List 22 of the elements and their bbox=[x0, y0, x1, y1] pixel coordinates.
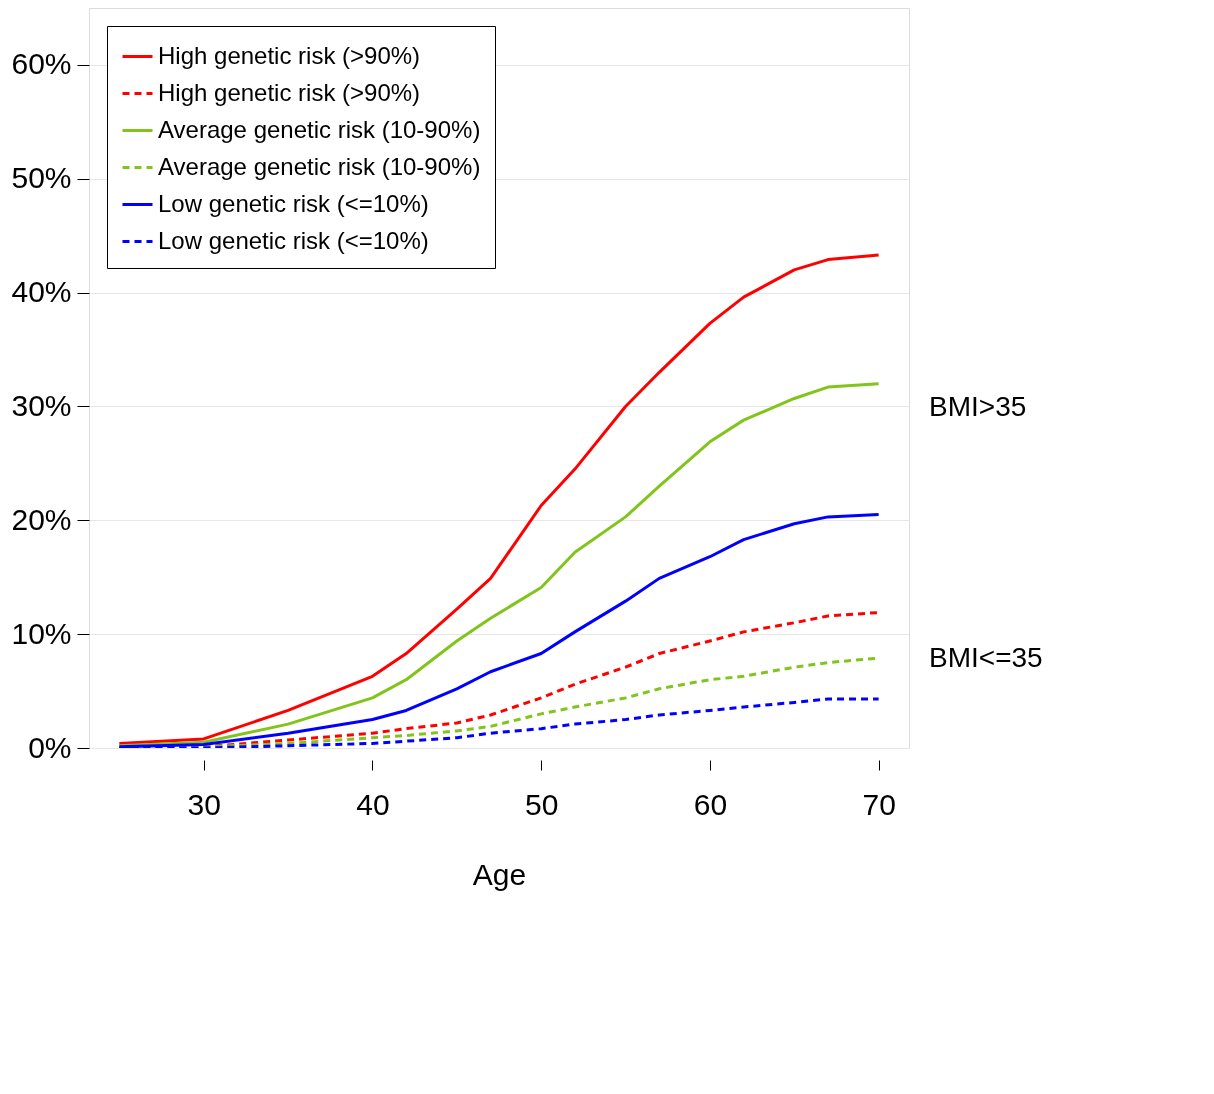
legend-label: High genetic risk (>90%) bbox=[158, 41, 421, 69]
y-tick-label: 50% bbox=[11, 161, 72, 195]
y-tick-label: 20% bbox=[11, 502, 72, 536]
line-series bbox=[117, 253, 881, 745]
legend-label: Low genetic risk (<=10%) bbox=[158, 189, 429, 217]
y-tick-label: 40% bbox=[11, 275, 72, 309]
y-tick-label: 60% bbox=[11, 47, 72, 81]
y-tick-label: 30% bbox=[11, 388, 72, 422]
x-tick-label: 40 bbox=[356, 787, 390, 821]
legend-label: Average genetic risk (10-90%) bbox=[158, 152, 481, 180]
legend-label: High genetic risk (>90%) bbox=[158, 78, 421, 106]
x-tick-label: 50 bbox=[524, 787, 559, 821]
y-tick-label: 0% bbox=[28, 730, 72, 764]
x-tick-label: 70 bbox=[862, 787, 896, 821]
x-axis-title: Age bbox=[472, 857, 527, 891]
legend-label: Low genetic risk (<=10%) bbox=[158, 226, 429, 254]
x-tick-label: 60 bbox=[693, 787, 728, 821]
legend-label: Average genetic risk (10-90%) bbox=[158, 115, 481, 143]
x-tick-label: 30 bbox=[187, 787, 221, 821]
y-tick-label: 10% bbox=[11, 616, 72, 650]
text: BMI<=35 bbox=[929, 642, 1043, 674]
text: BMI>35 bbox=[929, 390, 1027, 422]
